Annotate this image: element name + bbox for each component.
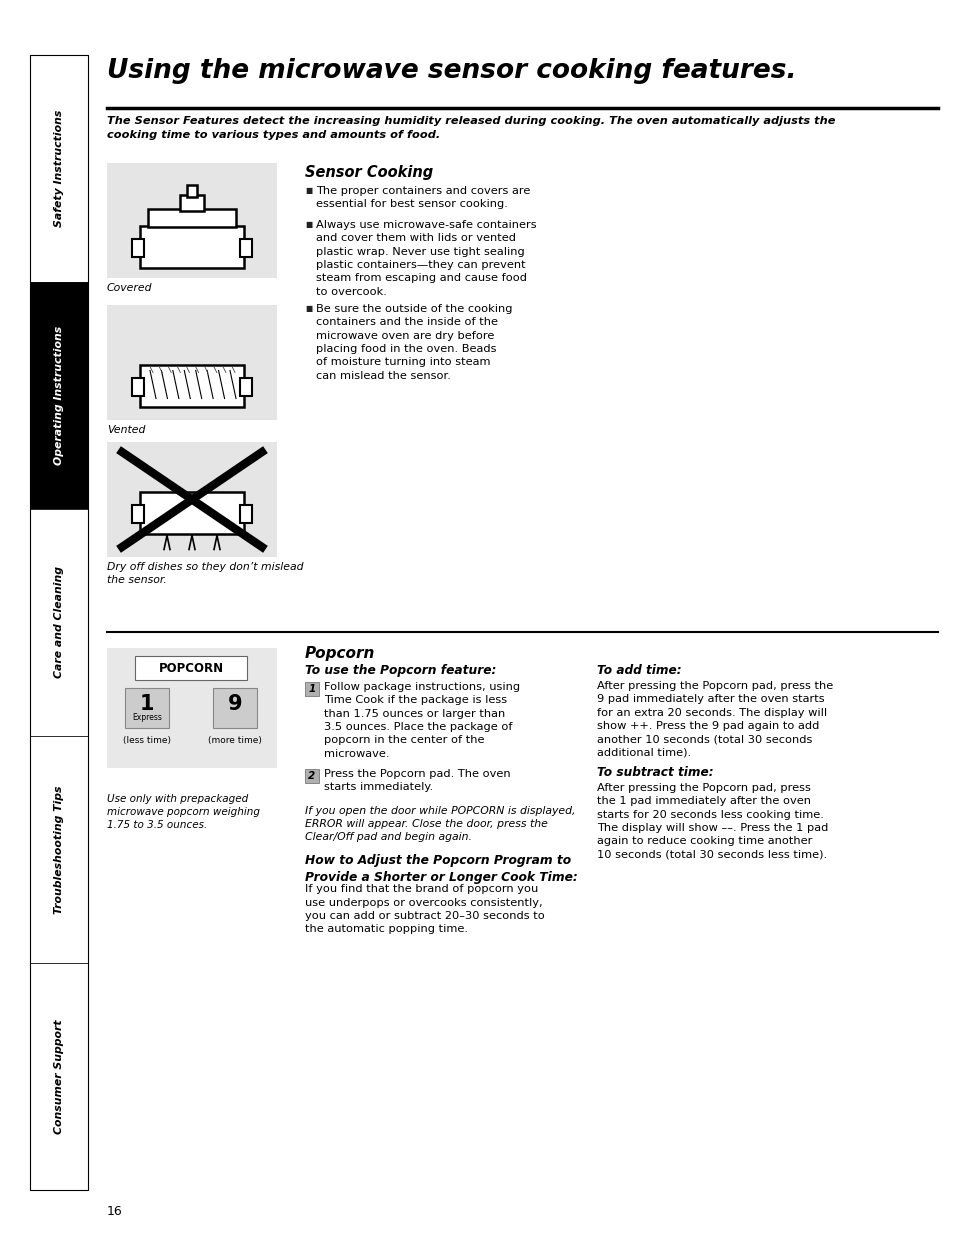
Text: Express: Express [132,714,162,722]
Text: 2: 2 [308,771,315,781]
Text: If you find that the brand of popcorn you
use underpops or overcooks consistentl: If you find that the brand of popcorn yo… [305,884,544,935]
Text: Covered: Covered [107,283,152,293]
Bar [30,56,88,1191]
Text: 16: 16 [107,1205,123,1218]
Bar [132,238,144,257]
Text: To add time:: To add time: [597,664,680,677]
Text: Operating Instructions: Operating Instructions [54,326,64,466]
Text: After pressing the Popcorn pad, press the
9 pad immediately after the oven start: After pressing the Popcorn pad, press th… [597,680,832,758]
Text: 9: 9 [228,694,242,714]
Text: Vented: Vented [107,425,145,435]
Text: Safety Instructions: Safety Instructions [54,110,64,227]
Text: (more time): (more time) [208,736,262,745]
Bar [30,736,88,963]
Text: Sensor Cooking: Sensor Cooking [305,165,433,180]
Bar [132,378,144,395]
Text: Consumer Support: Consumer Support [54,1019,64,1134]
Bar [30,963,88,1191]
Text: If you open the door while POPCORN is displayed,
ERROR will appear. Close the do: If you open the door while POPCORN is di… [305,806,575,842]
Text: After pressing the Popcorn pad, press
the 1 pad immediately after the oven
start: After pressing the Popcorn pad, press th… [597,783,827,860]
Bar [30,56,88,282]
Text: Dry off dishes so they don’t mislead
the sensor.: Dry off dishes so they don’t mislead the… [107,562,303,585]
Bar [140,492,244,534]
Text: How to Adjust the Popcorn Program to
Provide a Shorter or Longer Cook Time:: How to Adjust the Popcorn Program to Pro… [305,855,578,884]
Bar [135,656,247,680]
Bar [107,442,276,557]
Bar [305,682,318,697]
Text: ■: ■ [305,186,312,195]
Bar [107,648,276,768]
Text: To subtract time:: To subtract time: [597,766,713,779]
Text: ■: ■ [305,220,312,228]
Text: Popcorn: Popcorn [305,646,375,661]
Text: Use only with prepackaged
microwave popcorn weighing
1.75 to 3.5 ounces.: Use only with prepackaged microwave popc… [107,794,260,830]
Bar [30,509,88,736]
Text: The Sensor Features detect the increasing humidity released during cooking. The : The Sensor Features detect the increasin… [107,116,835,140]
Bar [30,282,88,509]
Bar [240,378,252,395]
Text: Press the Popcorn pad. The oven
starts immediately.: Press the Popcorn pad. The oven starts i… [324,769,510,792]
Bar [240,505,252,522]
Bar [213,688,256,727]
Text: 1: 1 [139,694,154,714]
Bar [305,769,318,783]
Text: To use the Popcorn feature:: To use the Popcorn feature: [305,664,496,677]
Text: Using the microwave sensor cooking features.: Using the microwave sensor cooking featu… [107,58,796,84]
Text: Be sure the outside of the cooking
containers and the inside of the
microwave ov: Be sure the outside of the cooking conta… [315,304,512,380]
Text: Always use microwave-safe containers
and cover them with lids or vented
plastic : Always use microwave-safe containers and… [315,220,536,296]
Bar [140,364,244,406]
Bar [180,194,204,210]
Text: Troubleshooting Tips: Troubleshooting Tips [54,785,64,914]
Bar [148,209,235,226]
Bar [140,226,244,268]
Text: (less time): (less time) [123,736,171,745]
Bar [187,184,196,196]
Bar [240,238,252,257]
Text: Follow package instructions, using
Time Cook if the package is less
than 1.75 ou: Follow package instructions, using Time … [324,682,519,758]
Text: 1: 1 [308,684,315,694]
Text: Care and Cleaning: Care and Cleaning [54,567,64,678]
Bar [107,163,276,278]
Bar [107,305,276,420]
Bar [132,505,144,522]
Bar [125,688,169,727]
Text: ■: ■ [305,304,312,312]
Text: The proper containers and covers are
essential for best sensor cooking.: The proper containers and covers are ess… [315,186,530,210]
Text: POPCORN: POPCORN [158,662,223,674]
